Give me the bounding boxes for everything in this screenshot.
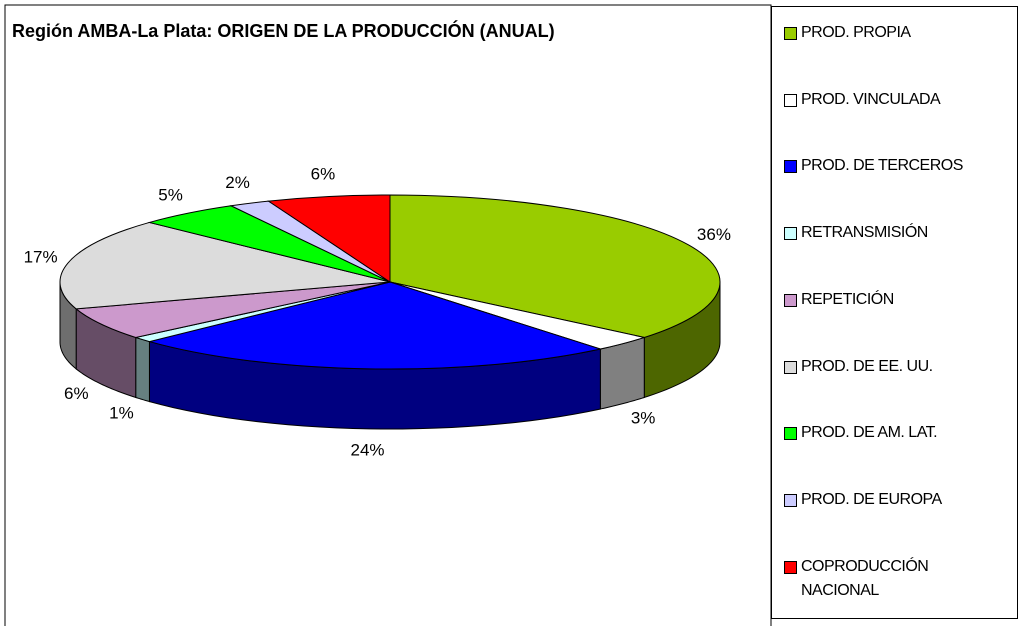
legend-item: RETRANSMISIÓN [784,221,976,245]
legend-item: PROD. PROPIA [784,21,976,45]
legend-item: REPETICIÓN [784,288,976,312]
legend-label: PROD. PROPIA [801,24,911,41]
legend-swatch [784,160,797,174]
data-label: 1% [109,404,134,423]
data-label: 17% [24,248,58,267]
data-label: 3% [631,409,656,428]
pie-side [599,336,645,410]
legend-label: REPETICIÓN [801,290,894,308]
legend-item: PROD. DE TERCEROS [784,154,976,178]
data-label: 36% [697,225,731,244]
legend-swatch [784,493,797,507]
legend-item: PROD. DE AM. LAT. [784,421,976,445]
data-label: 6% [64,384,89,403]
legend-label: PROD. DE TERCEROS [801,157,963,175]
legend-swatch [784,227,797,241]
pie-tops [59,194,721,370]
pie-sides [59,281,721,430]
legend-swatch [784,27,797,40]
pie-slice [147,281,603,370]
legend-swatch [784,427,797,441]
legend-item: PROD. VINCULADA [784,88,976,112]
legend-item: PROD. DE EE. UU. [784,355,976,379]
legend-label: PROD. DE AM. LAT. [801,424,938,442]
pie-slice [59,221,391,310]
legend-swatch [784,360,797,374]
legend: PROD. PROPIA PROD. VINCULADA PROD. DE TERC… [771,6,1018,619]
legend-label: COPRODUCCIÓN NACIONAL [801,557,929,599]
chart-title: Región AMBA-La Plata: ORIGEN DE LA PRODU… [12,20,555,41]
data-labels: 36% 3% 24% 1% 6% 17% 5% 2% 6% [24,164,731,459]
pie-slice [74,281,391,338]
legend-item: COPRODUCCIÓN NACIONAL [784,555,976,603]
legend-label: PROD. DE EE. UU. [801,357,933,375]
data-label: 5% [158,185,183,204]
legend-swatch [784,560,797,574]
legend-swatch [784,293,797,307]
data-label: 6% [311,164,336,183]
legend-label: PROD. VINCULADA [801,90,941,108]
pie-slice [389,194,721,338]
data-label: 2% [225,173,250,192]
legend-swatch [784,93,797,107]
legend-label: RETRANSMISIÓN [801,224,928,242]
data-label: 24% [351,440,385,459]
pie-slice [267,194,391,283]
legend-label: PROD. DE EUROPA [801,490,942,508]
legend-item: PROD. DE EUROPA [784,488,976,512]
pie-side [135,336,150,403]
